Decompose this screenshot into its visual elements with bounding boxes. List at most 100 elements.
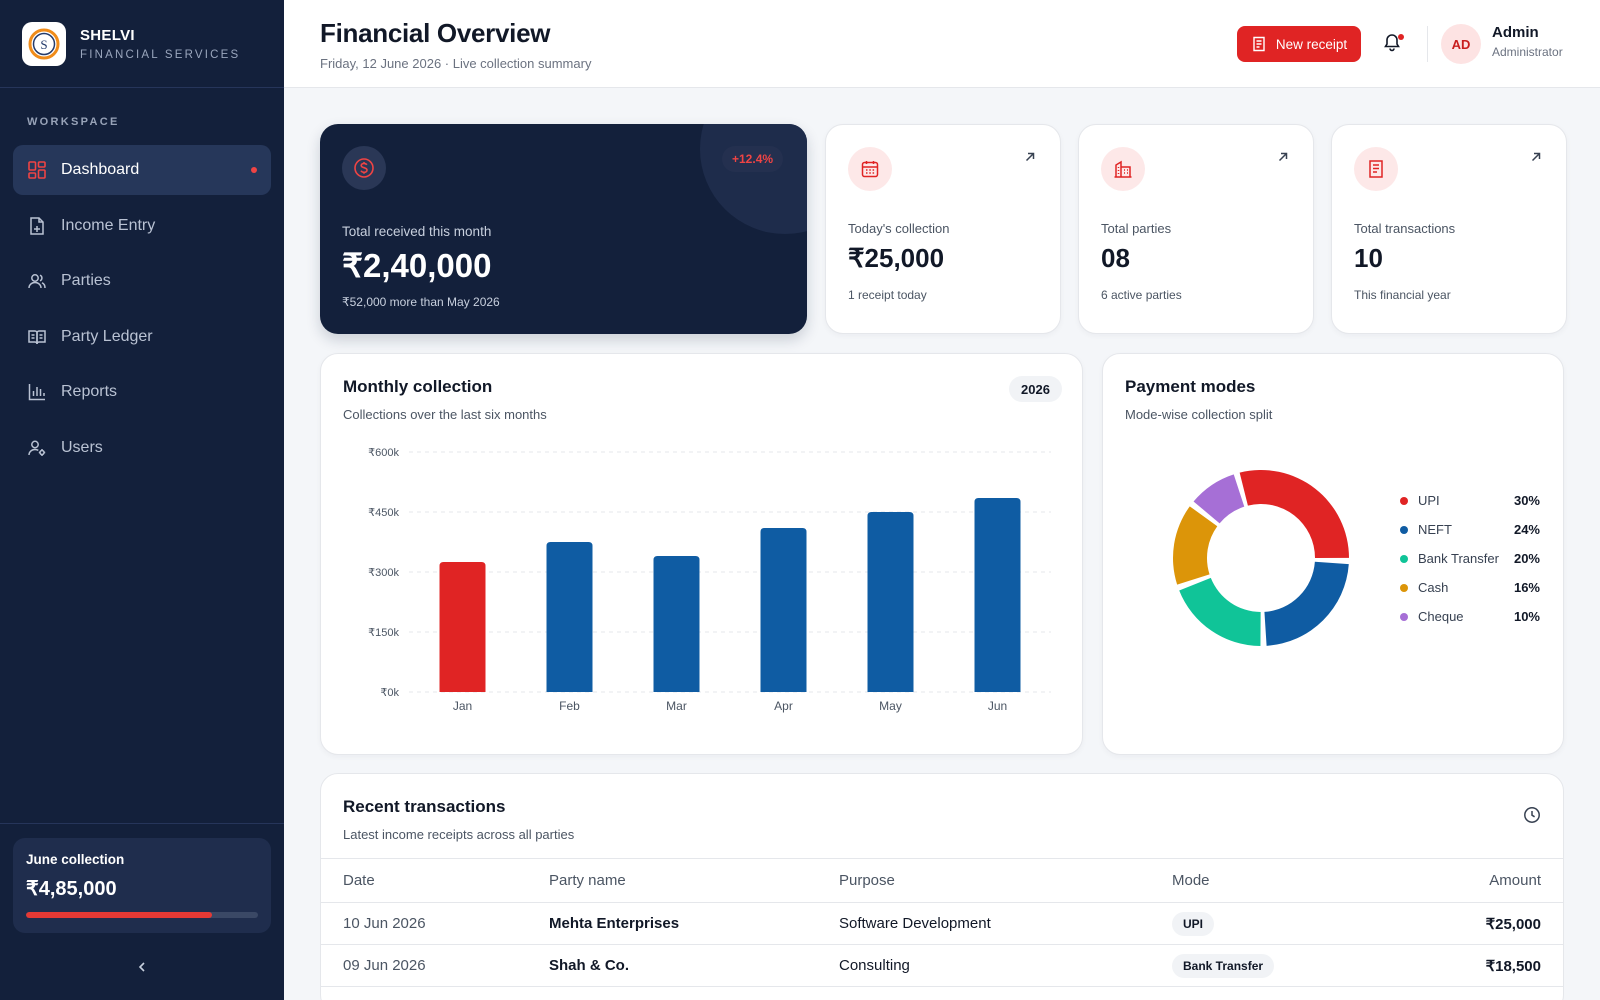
stat-icon-wrap — [1101, 147, 1145, 191]
hero-label: Total received this month — [342, 224, 492, 239]
x-tick-label: Jun — [988, 699, 1007, 713]
page-subtitle: Friday, 12 June 2026 · Live collection s… — [320, 56, 592, 71]
new-receipt-button[interactable]: New receipt — [1237, 26, 1361, 62]
sidebar-item-label: Dashboard — [61, 161, 140, 178]
avatar[interactable]: AD — [1441, 24, 1481, 64]
cell-purpose: Consulting — [839, 957, 910, 974]
column-header-date[interactable]: Date — [343, 872, 375, 889]
x-tick-label: Jan — [453, 699, 472, 713]
legend-item: Bank Transfer 20% — [1400, 544, 1540, 573]
cell-mode: UPI — [1172, 903, 1215, 944]
panel-subtitle: Latest income receipts across all partie… — [343, 827, 575, 842]
june-progress-fill — [26, 912, 212, 918]
stat-card-total-parties[interactable]: Total parties 08 6 active parties — [1078, 124, 1314, 334]
stat-card-total-transactions[interactable]: Total transactions 10 This financial yea… — [1331, 124, 1567, 334]
june-collection-label: June collection — [26, 852, 125, 867]
legend-swatch — [1400, 525, 1408, 534]
workspace-label: WORKSPACE — [27, 116, 120, 128]
stat-card-todays-collection[interactable]: Today's collection ₹25,000 1 receipt tod… — [825, 124, 1061, 334]
payment-modes-donut — [1173, 470, 1349, 646]
stat-value: ₹25,000 — [848, 243, 945, 273]
stat-icon-wrap — [1354, 147, 1398, 191]
sidebar-item-label: Users — [61, 438, 103, 456]
column-header-purpose[interactable]: Purpose — [839, 872, 895, 889]
legend-item: Cash 16% — [1400, 573, 1540, 602]
currency-icon-wrap — [342, 146, 386, 190]
sidebar-item-income-entry[interactable]: Income Entry — [13, 201, 271, 251]
users-icon — [28, 274, 46, 289]
y-tick-label: ₹300k — [368, 567, 399, 579]
sidebar-item-party-ledger[interactable]: Party Ledger — [13, 312, 271, 362]
legend-value: 24% — [1513, 522, 1540, 537]
mode-badge: UPI — [1172, 911, 1215, 936]
sidebar: S SHELVI FINANCIAL SERVICES WORKSPACE Da… — [0, 0, 284, 1000]
arrow-up-right-icon[interactable] — [1022, 149, 1038, 165]
legend-label: NEFT — [1418, 522, 1452, 537]
collapse-sidebar-button[interactable] — [130, 955, 154, 979]
legend-item: Cheque 10% — [1400, 602, 1540, 631]
cell-party: Mehta Enterprises — [549, 915, 680, 932]
legend-swatch — [1400, 612, 1408, 621]
clock-icon[interactable] — [1523, 806, 1541, 824]
stat-note: This financial year — [1354, 288, 1451, 302]
bar-jan — [439, 562, 486, 692]
mode-badge: Bank Transfer — [1172, 953, 1275, 978]
sidebar-item-users[interactable]: Users — [13, 423, 271, 473]
panel-title: Recent transactions — [343, 797, 506, 816]
top-header: Financial Overview Friday, 12 June 2026 … — [284, 0, 1600, 88]
bar-mar — [653, 556, 700, 692]
slice-neft — [1264, 561, 1349, 646]
column-header-party[interactable]: Party name — [549, 872, 626, 889]
sidebar-item-dashboard[interactable]: Dashboard — [13, 145, 271, 195]
x-tick-label: Apr — [774, 699, 793, 713]
stat-label: Total parties — [1101, 221, 1172, 236]
legend-label: UPI — [1418, 493, 1440, 508]
column-header-amount[interactable]: Amount — [1489, 872, 1541, 889]
bar-may — [867, 512, 914, 692]
brand-subtitle: FINANCIAL SERVICES — [80, 48, 241, 61]
bar-feb — [546, 542, 593, 692]
monthly-total-card: +12.4% Total received this month ₹2,40,0… — [320, 124, 807, 334]
legend-label: Bank Transfer — [1418, 551, 1499, 566]
year-selector[interactable]: 2026 — [1009, 376, 1062, 402]
sidebar-item-parties[interactable]: Parties — [13, 256, 271, 306]
bar-apr — [760, 528, 807, 692]
slice-upi — [1239, 470, 1349, 558]
column-header-mode[interactable]: Mode — [1172, 872, 1210, 889]
legend-item: UPI 30% — [1400, 486, 1540, 515]
panel-title: Monthly collection — [343, 377, 493, 396]
notifications-button[interactable] — [1382, 32, 1406, 56]
new-receipt-label: New receipt — [1275, 36, 1348, 52]
y-tick-label: ₹0k — [380, 687, 399, 699]
legend-label: Cheque — [1418, 609, 1464, 624]
legend-swatch — [1400, 496, 1408, 505]
stat-label: Today's collection — [848, 221, 950, 236]
calendar-icon — [861, 161, 879, 178]
dollar-circle-icon — [354, 158, 374, 178]
table-divider — [321, 858, 1563, 859]
table-row[interactable]: 09 Jun 2026 Shah & Co. Consulting Bank T… — [321, 945, 1563, 987]
legend-swatch — [1400, 554, 1408, 563]
stat-note: 1 receipt today — [848, 288, 927, 302]
chevron-left-icon — [138, 962, 145, 972]
header-divider — [1427, 26, 1428, 62]
cell-date: 10 Jun 2026 — [343, 915, 426, 932]
june-collection-value: ₹4,85,000 — [26, 878, 117, 900]
y-tick-label: ₹150k — [368, 627, 399, 639]
logo-emblem-icon: S — [28, 28, 60, 59]
user-name[interactable]: Admin — [1492, 24, 1539, 41]
table-row[interactable]: 10 Jun 2026 Mehta Enterprises Software D… — [321, 903, 1563, 945]
june-collection-card: June collection ₹4,85,000 — [13, 838, 271, 933]
brand[interactable]: S SHELVI FINANCIAL SERVICES — [0, 0, 284, 88]
stat-icon-wrap — [848, 147, 892, 191]
arrow-up-right-icon[interactable] — [1275, 149, 1291, 165]
page-title: Financial Overview — [320, 18, 551, 48]
sidebar-item-reports[interactable]: Reports — [13, 367, 271, 417]
stat-note: 6 active parties — [1101, 288, 1182, 302]
active-dot — [251, 167, 257, 173]
hero-value: ₹2,40,000 — [342, 247, 492, 284]
cell-amount: ₹18,500 — [1485, 957, 1541, 975]
legend-value: 10% — [1513, 609, 1540, 624]
arrow-up-right-icon[interactable] — [1528, 149, 1544, 165]
june-progress-bar — [26, 912, 258, 918]
